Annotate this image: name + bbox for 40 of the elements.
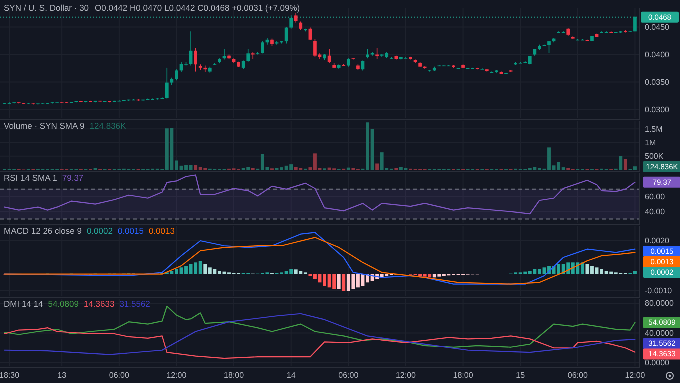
x-tick-label: 15 [516, 371, 526, 380]
y-tick-label: -0.0010 [645, 286, 673, 296]
x-tick-label: 12:00 [625, 371, 646, 380]
chart-title: RSI 14 SMA 1 [4, 173, 58, 183]
text: 0.0013 [148, 226, 175, 236]
x-tick-label: 18:00 [224, 371, 245, 380]
y-tick-label: 40.00 [645, 207, 666, 216]
chart-title: MACD 12 26 close 9 [4, 226, 82, 236]
text: 79.37 [62, 173, 84, 183]
x-tick-label: 12:00 [166, 371, 188, 380]
y-tick-label: 60.00 [645, 192, 666, 202]
chart-title: DMI 14 14 [4, 299, 44, 309]
text: 0.0015 [118, 226, 144, 236]
x-tick-label: 18:30 [0, 371, 20, 380]
y-tick-label: 1.5M [645, 124, 664, 134]
y-tick-label: 500K [645, 152, 664, 162]
x-tick-label: 14 [286, 371, 296, 380]
y-tick-label: 0.0300 [645, 105, 670, 114]
y-tick-label: 0.0400 [645, 50, 670, 60]
y-tick-label: 0.0350 [645, 78, 670, 87]
x-tick-label: 13 [58, 371, 68, 380]
text: 54.0809 [48, 299, 79, 309]
y-tick-label: 1M [645, 138, 656, 148]
y-tick-label: 0.0020 [645, 236, 670, 246]
chart-title: Volume · SYN SMA 9 [4, 121, 86, 131]
text: 124.836K [90, 121, 126, 131]
chart-title: SYN / U. S. Dollar · 30 [4, 3, 90, 13]
chart-subtitle: O0.0442 H0.0470 L0.0442 C0.0468 +0.0031 (+7.09%) [95, 3, 300, 13]
x-tick-label: 06:00 [109, 371, 130, 380]
text: 0.0002 [86, 226, 113, 236]
text: 31.5562 [120, 299, 150, 309]
x-tick-label: 12:00 [396, 371, 417, 380]
y-tick-label: 0.0450 [645, 22, 670, 32]
x-tick-label: 18:00 [453, 371, 474, 380]
y-tick-label: 0.0000 [645, 358, 670, 368]
y-tick-label: 40.0000 [645, 328, 674, 338]
x-tick-label: 06:00 [338, 371, 360, 380]
text: 14.3633 [84, 299, 115, 309]
y-tick-label: 80.0000 [645, 299, 674, 308]
x-tick-label: 06:00 [568, 371, 588, 380]
